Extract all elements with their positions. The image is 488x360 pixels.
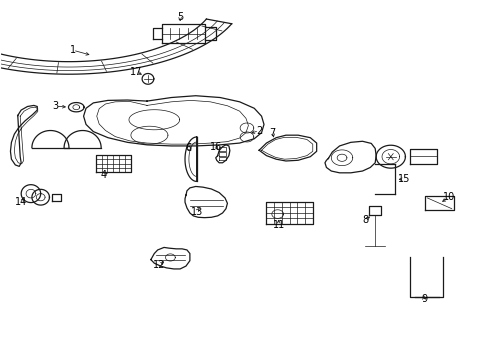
Text: 8: 8 bbox=[362, 215, 368, 225]
Text: 7: 7 bbox=[269, 128, 275, 138]
Text: 11: 11 bbox=[272, 220, 284, 230]
Text: 16: 16 bbox=[210, 142, 222, 152]
Text: 14: 14 bbox=[15, 197, 27, 207]
Text: 3: 3 bbox=[52, 101, 58, 111]
Text: 6: 6 bbox=[185, 143, 191, 153]
Text: 15: 15 bbox=[397, 174, 410, 184]
Text: 12: 12 bbox=[153, 260, 165, 270]
Text: 17: 17 bbox=[130, 67, 142, 77]
Text: 5: 5 bbox=[177, 12, 183, 22]
Text: 1: 1 bbox=[70, 45, 76, 55]
Text: 10: 10 bbox=[442, 192, 454, 202]
Text: 2: 2 bbox=[256, 126, 262, 135]
Text: 9: 9 bbox=[420, 294, 426, 304]
Text: 13: 13 bbox=[190, 207, 203, 217]
Text: 4: 4 bbox=[101, 170, 107, 180]
